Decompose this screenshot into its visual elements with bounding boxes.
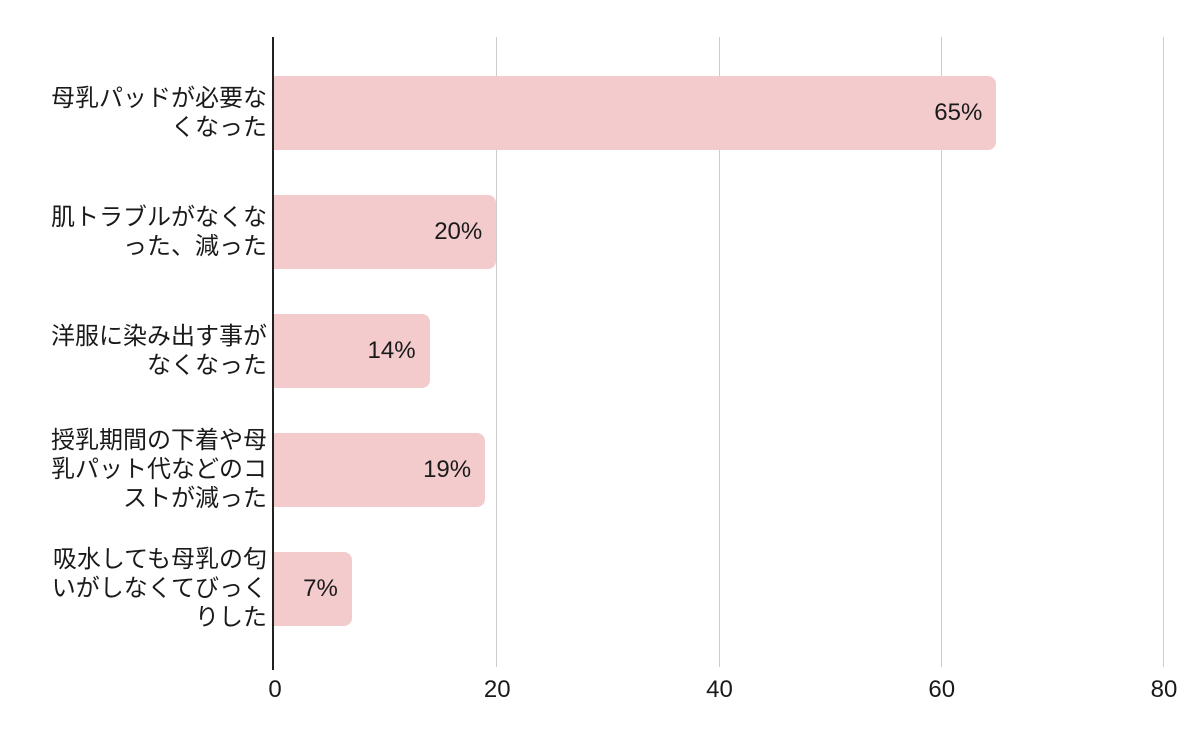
x-tick-label: 60 [928, 676, 956, 703]
category-label: 吸水しても母乳の匂 いがしなくてびっく りした [0, 545, 267, 632]
value-label: 65% [934, 99, 983, 127]
category-label-line: くなった [171, 114, 267, 142]
value-label: 14% [367, 336, 416, 364]
value-label: 7% [303, 574, 338, 602]
bar-track: 14% [274, 313, 1200, 388]
bar-row: 洋服に染み出す事が なくなった 14% [0, 292, 1200, 411]
bar-track: 65% [274, 76, 1200, 151]
bar-row: 吸水しても母乳の匂 いがしなくてびっく りした 7% [0, 529, 1200, 648]
gridline [496, 37, 498, 667]
bar: 14% [274, 313, 430, 388]
gridline [718, 37, 720, 667]
bar-row: 母乳パッドが必要な くなった 65% [0, 54, 1200, 173]
category-label-line: いがしなくてびっく [51, 575, 267, 603]
bar-rows: 母乳パッドが必要な くなった 65% 肌トラブルがなくな った、減った 20% 洋服に染み出… [0, 54, 1200, 648]
bar-track: 20% [274, 195, 1200, 270]
category-label: 洋服に染み出す事が なくなった [0, 322, 267, 380]
gridline [1163, 37, 1164, 667]
bar: 7% [274, 551, 352, 626]
value-label: 19% [423, 455, 472, 483]
bar-track: 19% [274, 432, 1200, 507]
bar-track: 7% [274, 551, 1200, 626]
gridline [940, 37, 942, 667]
category-label-line: ストが減った [123, 485, 267, 513]
bar-row: 肌トラブルがなくな った、減った 20% [0, 173, 1200, 292]
category-label-line: った、減った [123, 233, 267, 261]
bar: 19% [274, 432, 486, 507]
bar-row: 授乳期間の下着や母 乳パット代などのコ ストが減った 19% [0, 410, 1200, 529]
bar: 65% [274, 76, 997, 151]
category-label-line: りした [195, 604, 267, 632]
y-axis-line [272, 37, 274, 670]
x-tick-label: 0 [268, 676, 282, 703]
category-label-line: 乳パット代などのコ [51, 456, 267, 484]
bar: 20% [274, 195, 497, 270]
category-label-line: 洋服に染み出す事が [51, 322, 267, 350]
category-label: 母乳パッドが必要な くなった [0, 84, 267, 142]
category-label-line: 肌トラブルがなくな [51, 204, 267, 232]
category-label-line: 授乳期間の下着や母 [51, 427, 267, 455]
value-label: 20% [434, 218, 483, 246]
category-label-line: なくなった [147, 351, 267, 379]
x-tick-label: 40 [706, 676, 733, 703]
x-tick-label: 20 [483, 676, 511, 703]
category-label-line: 吸水しても母乳の匂 [52, 546, 267, 574]
x-tick-label: 80 [1150, 676, 1178, 703]
category-label-line: 母乳パッドが必要な [51, 85, 267, 113]
category-label: 肌トラブルがなくな った、減った [0, 203, 267, 261]
category-label: 授乳期間の下着や母 乳パット代などのコ ストが減った [0, 426, 267, 513]
